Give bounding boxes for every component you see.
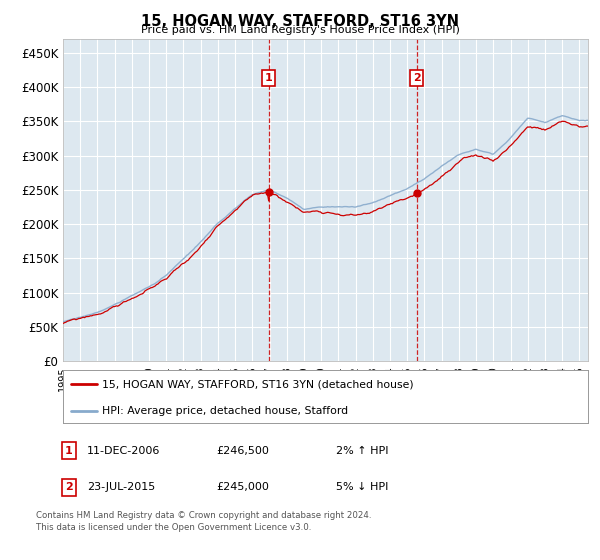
Text: 11-DEC-2006: 11-DEC-2006 [87, 446, 160, 456]
Text: 15, HOGAN WAY, STAFFORD, ST16 3YN: 15, HOGAN WAY, STAFFORD, ST16 3YN [141, 14, 459, 29]
Text: 23-JUL-2015: 23-JUL-2015 [87, 482, 155, 492]
Text: £245,000: £245,000 [216, 482, 269, 492]
Text: 2: 2 [413, 73, 421, 83]
Text: 15, HOGAN WAY, STAFFORD, ST16 3YN (detached house): 15, HOGAN WAY, STAFFORD, ST16 3YN (detac… [103, 380, 414, 390]
Text: This data is licensed under the Open Government Licence v3.0.: This data is licensed under the Open Gov… [36, 523, 311, 532]
Text: £246,500: £246,500 [216, 446, 269, 456]
Text: HPI: Average price, detached house, Stafford: HPI: Average price, detached house, Staf… [103, 406, 349, 416]
Text: 2: 2 [65, 482, 73, 492]
Text: 1: 1 [65, 446, 73, 456]
Text: 1: 1 [265, 73, 272, 83]
Text: Price paid vs. HM Land Registry's House Price Index (HPI): Price paid vs. HM Land Registry's House … [140, 25, 460, 35]
Text: Contains HM Land Registry data © Crown copyright and database right 2024.: Contains HM Land Registry data © Crown c… [36, 511, 371, 520]
Text: 2% ↑ HPI: 2% ↑ HPI [336, 446, 389, 456]
Text: 5% ↓ HPI: 5% ↓ HPI [336, 482, 388, 492]
